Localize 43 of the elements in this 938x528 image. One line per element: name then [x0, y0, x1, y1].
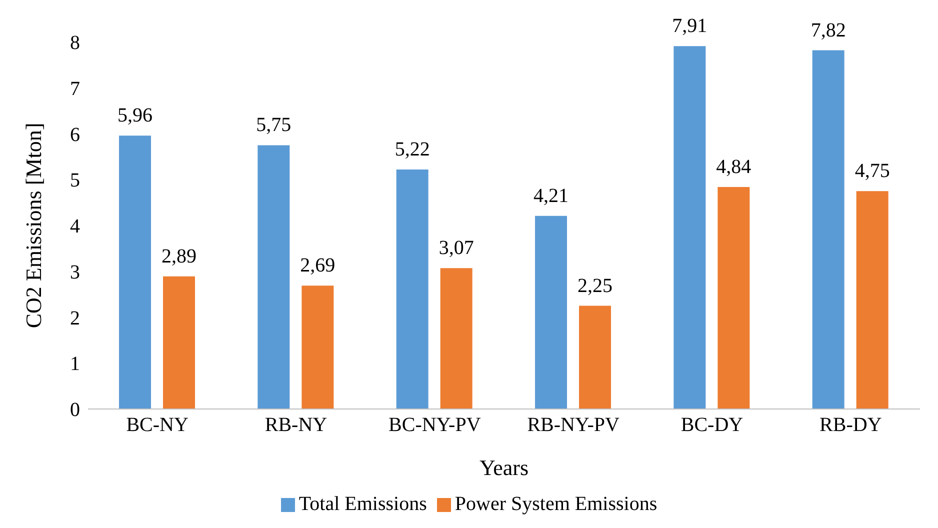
legend-label: Total Emissions: [298, 493, 427, 515]
y-tick-label: 5: [70, 170, 80, 192]
data-label: 4,75: [854, 160, 890, 182]
bar: [258, 145, 290, 409]
bar: [579, 306, 611, 409]
y-tick-label: 6: [70, 124, 80, 146]
data-label: 7,91: [672, 15, 708, 38]
data-label: 5,96: [118, 104, 152, 127]
y-tick-label: 8: [70, 32, 80, 54]
data-label: 5,22: [394, 138, 430, 161]
data-label: 3,07: [438, 237, 474, 260]
bar: [674, 46, 706, 409]
data-label: 2,89: [162, 245, 196, 268]
bar: [119, 136, 151, 409]
bar: [163, 276, 195, 409]
data-label: 2,69: [300, 254, 336, 277]
y-tick-label: 0: [70, 399, 80, 422]
y-tick-label: 4: [70, 216, 80, 238]
data-label: 4,84: [716, 156, 752, 178]
bar: [718, 186, 750, 409]
x-tick-label: BC-DY: [680, 414, 744, 436]
x-tick-label: BC-NY: [126, 414, 188, 436]
y-axis-title: CO2 Emissions [Mton]: [20, 122, 46, 328]
bar: [396, 170, 428, 409]
x-tick-label: RB-NY: [264, 414, 328, 436]
y-tick-label: 3: [70, 261, 80, 284]
x-tick-label: BC-NY-PV: [388, 414, 482, 436]
y-tick-label: 7: [70, 78, 80, 100]
data-label: 2,25: [578, 274, 612, 297]
bar: [440, 268, 472, 409]
data-label: 5,75: [256, 114, 292, 136]
y-tick-label: 1: [70, 353, 80, 376]
data-label: 7,82: [810, 19, 846, 42]
data-label: 4,21: [534, 184, 568, 207]
y-tick-label: 2: [70, 307, 80, 330]
legend-label: Power System Emissions: [454, 493, 658, 515]
x-tick-label: RB-DY: [820, 414, 882, 436]
bar: [812, 50, 844, 409]
bar: [535, 216, 567, 409]
x-axis-title: Years: [479, 455, 529, 480]
bar: [856, 191, 888, 409]
bar: [302, 286, 334, 409]
x-tick-label: RB-NY-PV: [527, 414, 620, 436]
